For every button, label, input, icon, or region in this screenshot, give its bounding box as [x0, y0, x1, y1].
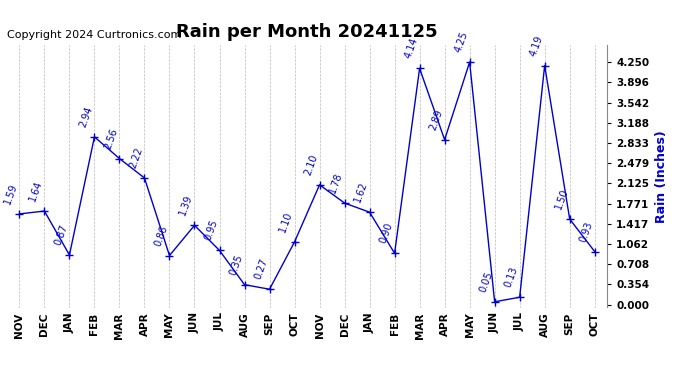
- Text: 4.14: 4.14: [403, 36, 420, 60]
- Text: 1.78: 1.78: [328, 171, 344, 195]
- Y-axis label: Rain (Inches): Rain (Inches): [655, 130, 668, 223]
- Title: Rain per Month 20241125: Rain per Month 20241125: [176, 22, 438, 40]
- Text: 1.50: 1.50: [553, 187, 570, 211]
- Text: 1.39: 1.39: [178, 194, 195, 217]
- Text: 2.89: 2.89: [428, 108, 444, 131]
- Text: 1.10: 1.10: [278, 210, 295, 234]
- Text: 0.90: 0.90: [378, 222, 395, 245]
- Text: 1.62: 1.62: [353, 180, 370, 204]
- Text: 1.59: 1.59: [3, 182, 19, 206]
- Text: 4.19: 4.19: [528, 34, 544, 57]
- Text: 2.10: 2.10: [303, 153, 319, 177]
- Text: 2.56: 2.56: [103, 126, 119, 150]
- Text: 0.27: 0.27: [253, 257, 270, 281]
- Text: 0.05: 0.05: [478, 270, 495, 294]
- Text: 2.94: 2.94: [78, 105, 95, 129]
- Text: 4.25: 4.25: [453, 30, 470, 54]
- Text: Copyright 2024 Curtronics.com: Copyright 2024 Curtronics.com: [7, 30, 181, 40]
- Text: 0.95: 0.95: [203, 219, 219, 242]
- Text: 0.35: 0.35: [228, 253, 244, 276]
- Text: 0.13: 0.13: [503, 266, 520, 289]
- Text: 0.87: 0.87: [52, 223, 70, 247]
- Text: 2.22: 2.22: [128, 146, 144, 170]
- Text: 1.64: 1.64: [28, 179, 44, 203]
- Text: 0.86: 0.86: [152, 224, 170, 247]
- Text: 0.93: 0.93: [578, 220, 595, 243]
